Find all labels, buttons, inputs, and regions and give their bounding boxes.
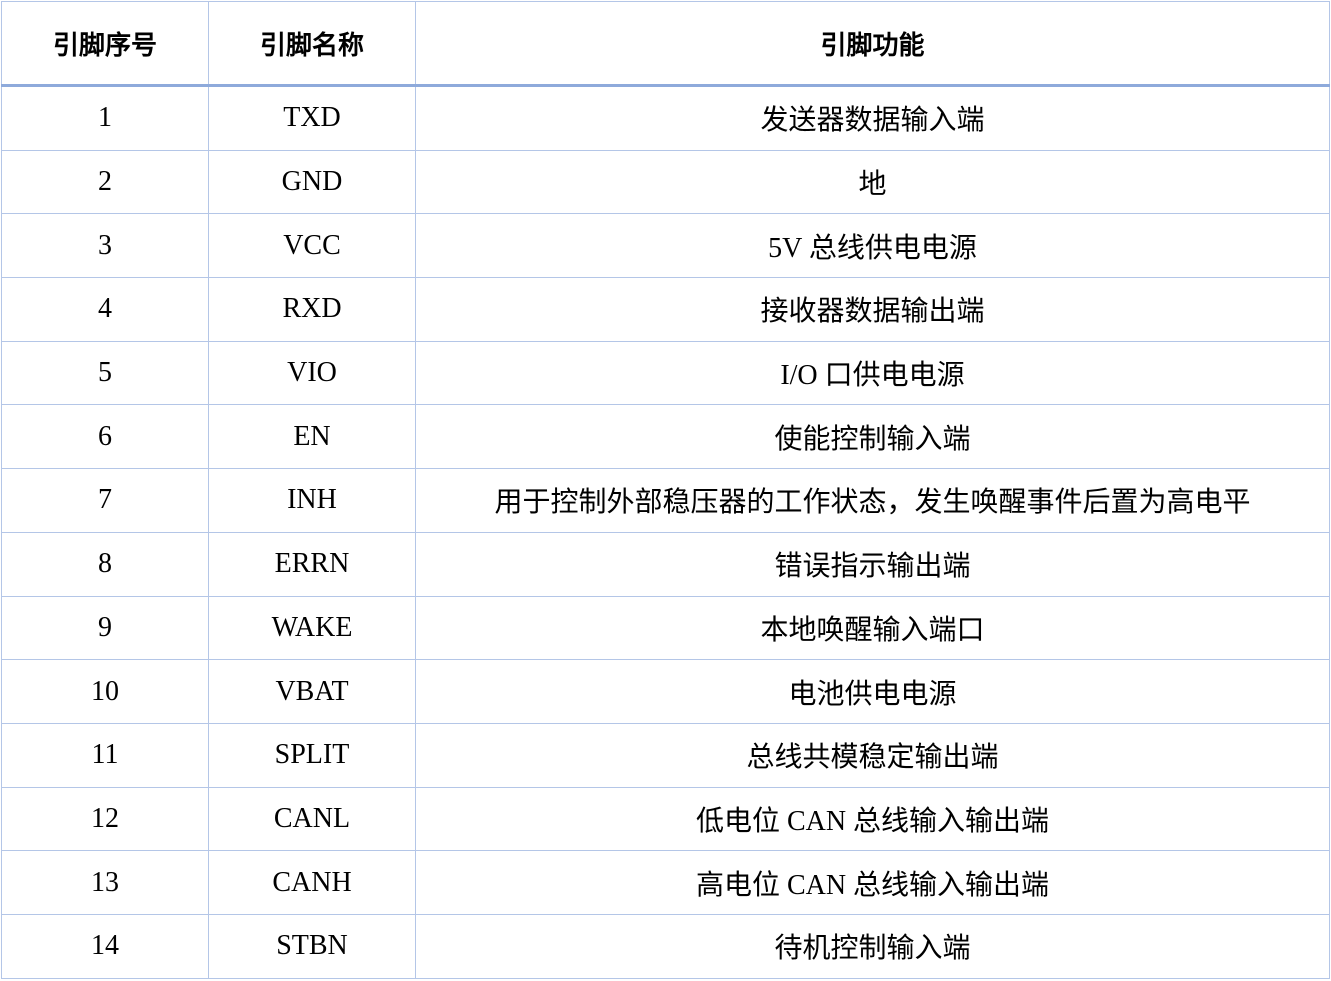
table-row: 5 VIO I/O 口供电电源 <box>1 340 1330 406</box>
cell-pin-function: 待机控制输入端 <box>415 913 1330 979</box>
cell-pin-name: RXD <box>208 277 416 342</box>
cell-pin-function: 用于控制外部稳压器的工作状态，发生唤醒事件后置为高电平 <box>415 468 1330 533</box>
table-row: 11 SPLIT 总线共模稳定输出端 <box>1 722 1330 788</box>
cell-pin-function: I/O 口供电电源 <box>415 340 1330 406</box>
table-row: 8 ERRN 错误指示输出端 <box>1 531 1330 597</box>
cell-pin-number: 9 <box>1 595 209 661</box>
cell-pin-number: 5 <box>1 340 209 406</box>
cell-pin-function: 地 <box>415 149 1330 215</box>
cell-pin-function: 电池供电电源 <box>415 659 1330 724</box>
table-row: 2 GND 地 <box>1 149 1330 215</box>
cell-pin-name: CANL <box>208 786 416 852</box>
table-row: 6 EN 使能控制输入端 <box>1 404 1330 470</box>
cell-pin-name: VIO <box>208 340 416 406</box>
cell-pin-function: 高电位 CAN 总线输入输出端 <box>415 850 1330 915</box>
cell-pin-function: 接收器数据输出端 <box>415 277 1330 342</box>
table-row: 4 RXD 接收器数据输出端 <box>1 277 1330 342</box>
cell-pin-name: WAKE <box>208 595 416 661</box>
cell-pin-name: STBN <box>208 913 416 979</box>
cell-pin-number: 12 <box>1 786 209 852</box>
header-row: 引脚序号 引脚名称 引脚功能 <box>1 1 1330 87</box>
cell-pin-number: 3 <box>1 213 209 279</box>
cell-pin-function: 错误指示输出端 <box>415 531 1330 597</box>
table-row: 13 CANH 高电位 CAN 总线输入输出端 <box>1 850 1330 915</box>
cell-pin-number: 1 <box>1 85 209 151</box>
cell-pin-number: 8 <box>1 531 209 597</box>
table-row: 12 CANL 低电位 CAN 总线输入输出端 <box>1 786 1330 852</box>
header-pin-name: 引脚名称 <box>208 1 416 87</box>
table-row: 9 WAKE 本地唤醒输入端口 <box>1 595 1330 661</box>
table-row: 3 VCC 5V 总线供电电源 <box>1 213 1330 279</box>
cell-pin-number: 13 <box>1 850 209 915</box>
cell-pin-name: INH <box>208 468 416 533</box>
cell-pin-function: 总线共模稳定输出端 <box>415 722 1330 788</box>
cell-pin-name: ERRN <box>208 531 416 597</box>
table-row: 7 INH 用于控制外部稳压器的工作状态，发生唤醒事件后置为高电平 <box>1 468 1330 533</box>
table-row: 14 STBN 待机控制输入端 <box>1 913 1330 979</box>
cell-pin-number: 10 <box>1 659 209 724</box>
cell-pin-number: 6 <box>1 404 209 470</box>
cell-pin-name: VBAT <box>208 659 416 724</box>
cell-pin-name: TXD <box>208 85 416 151</box>
cell-pin-name: GND <box>208 149 416 215</box>
table-row: 10 VBAT 电池供电电源 <box>1 659 1330 724</box>
cell-pin-name: VCC <box>208 213 416 279</box>
cell-pin-function: 本地唤醒输入端口 <box>415 595 1330 661</box>
cell-pin-function: 低电位 CAN 总线输入输出端 <box>415 786 1330 852</box>
cell-pin-function: 使能控制输入端 <box>415 404 1330 470</box>
cell-pin-number: 11 <box>1 722 209 788</box>
cell-pin-function: 5V 总线供电电源 <box>415 213 1330 279</box>
header-pin-function: 引脚功能 <box>415 1 1330 87</box>
cell-pin-number: 7 <box>1 468 209 533</box>
cell-pin-name: EN <box>208 404 416 470</box>
cell-pin-name: SPLIT <box>208 722 416 788</box>
cell-pin-name: CANH <box>208 850 416 915</box>
table-row: 1 TXD 发送器数据输入端 <box>1 85 1330 151</box>
cell-pin-number: 4 <box>1 277 209 342</box>
cell-pin-number: 14 <box>1 913 209 979</box>
cell-pin-function: 发送器数据输入端 <box>415 85 1330 151</box>
header-pin-number: 引脚序号 <box>1 1 209 87</box>
cell-pin-number: 2 <box>1 149 209 215</box>
